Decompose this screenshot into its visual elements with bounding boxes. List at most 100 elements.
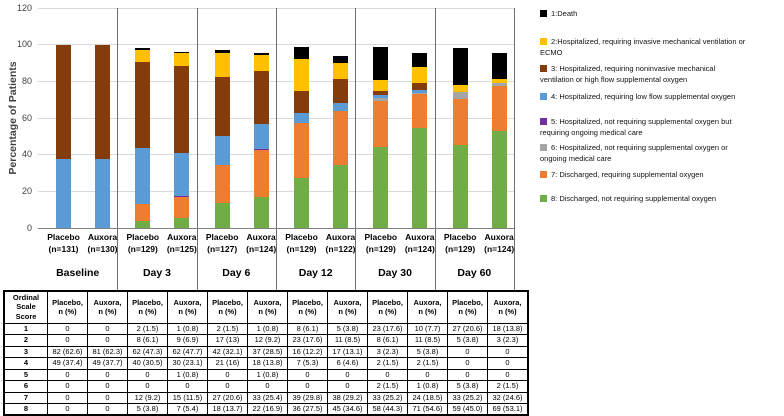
legend-swatch-score4 (540, 93, 547, 100)
segment-score1 (452, 47, 468, 86)
table-cell: 33 (25.4) (247, 391, 288, 404)
legend-item-score5: 5: Hospitalized, not requiring supplemen… (540, 117, 732, 137)
table-cell: 2 (1.5) (487, 380, 529, 393)
table-cell: 37 (28.5) (247, 345, 288, 358)
table-cell: 0 (247, 380, 288, 393)
legend-item-score8: 8: Discharged, not requiring supplementa… (540, 194, 784, 205)
segment-score3 (214, 76, 230, 136)
group-separator (276, 8, 277, 290)
table-cell: 27 (20.6) (207, 391, 248, 404)
table-cell: 3 (2.3) (367, 345, 408, 358)
legend-swatch-score7 (540, 171, 547, 178)
table-cell: 27 (20.6) (447, 322, 488, 335)
table-cell: 3 (2.3) (487, 334, 529, 347)
table-cell: 7 (5.3) (287, 357, 328, 370)
legend-item-score7: 7: Discharged, requiring supplemental ox… (540, 170, 784, 181)
segment-score5 (174, 195, 190, 198)
day-label-day6: Day 6 (222, 267, 251, 279)
table-cell: 0 (407, 368, 448, 381)
table-cell: 15 (11.5) (167, 391, 208, 404)
table-cell: 0 (47, 403, 88, 416)
day-label-day3: Day 3 (142, 267, 171, 279)
x-axis-line (38, 227, 514, 229)
y-tick-label: 60 (21, 112, 32, 123)
table-cell: 0 (87, 322, 128, 335)
segment-score8 (412, 127, 428, 228)
bar-day30-auxora (412, 53, 428, 228)
segment-score1 (253, 53, 269, 55)
group-separator (514, 8, 515, 290)
segment-score7 (214, 165, 230, 203)
bar-day12-placebo (294, 47, 309, 228)
legend-swatch-score1 (540, 10, 547, 17)
table-cell: 0 (447, 357, 488, 370)
bar-label: Auxora (n=130) (87, 232, 118, 255)
segment-score6 (452, 92, 468, 100)
bar-baseline-auxora (95, 44, 110, 228)
table-cell: 0 (487, 357, 529, 370)
table-cell: 22 (16.9) (247, 403, 288, 416)
table-cell: 0 (87, 391, 128, 404)
table-cell: 1 (0.8) (247, 322, 288, 335)
bar-label: Placebo (n=127) (205, 232, 239, 255)
legend-swatch-score8 (540, 195, 547, 202)
ordinal-scale-table: Ordinal Scale Score Placebo, n (%) Auxora, n (… (3, 290, 529, 416)
legend-swatch-score2 (540, 38, 547, 45)
table-cell: 0 (127, 368, 168, 381)
table-cell: 40 (30.5) (127, 357, 168, 370)
table-cell: 0 (207, 380, 248, 393)
table-row-score4: 4 49 (37.4) 49 (37.7) 40 (30.5) 30 (23.1) 21 … (3, 357, 529, 370)
table-cell: 0 (87, 334, 128, 347)
row-score-label: 6 (3, 380, 48, 393)
segment-score8 (294, 177, 309, 228)
segment-score6 (373, 97, 389, 101)
row-score-label: 4 (3, 357, 48, 370)
bar-day60-placebo (452, 47, 468, 228)
row-score-label: 7 (3, 391, 48, 404)
segment-score4 (412, 89, 428, 93)
table-cell: 0 (47, 334, 88, 347)
table-cell: 23 (17.6) (367, 322, 408, 335)
table-cell: 5 (3.8) (447, 380, 488, 393)
bar-label: Placebo (n=129) (126, 232, 160, 255)
table-col-header: Auxora, n (%) (407, 290, 448, 324)
table-cell: 0 (367, 368, 408, 381)
segment-score2 (174, 53, 190, 66)
table-cell: 32 (24.6) (487, 391, 529, 404)
table-cell: 0 (487, 345, 529, 358)
bar-day3-placebo (135, 47, 151, 228)
segment-score7 (174, 197, 190, 219)
table-col-header: Auxora, n (%) (167, 290, 208, 324)
segment-score7 (294, 122, 309, 178)
table-cell: 0 (487, 368, 529, 381)
table-cell: 2 (1.5) (367, 357, 408, 370)
segment-score8 (491, 130, 507, 228)
segment-score2 (214, 53, 230, 77)
segment-score1 (135, 47, 151, 51)
segment-score2 (294, 58, 309, 91)
segment-score3 (253, 71, 269, 124)
table-cell: 18 (13.7) (207, 403, 248, 416)
segment-score7 (373, 100, 389, 147)
segment-score8 (253, 197, 269, 228)
segment-score4 (95, 158, 110, 228)
table-cell: 30 (23.1) (167, 357, 208, 370)
row-score-label: 8 (3, 403, 48, 416)
segment-score6 (412, 92, 428, 94)
table-cell: 0 (87, 403, 128, 416)
segment-score1 (412, 53, 428, 68)
legend-swatch-score6 (540, 144, 547, 151)
table-cell: 23 (17.6) (287, 334, 328, 347)
bar-label: Placebo (n=129) (285, 232, 318, 255)
bar-label: Auxora (n=124) (246, 232, 277, 255)
table-cell: 1 (0.8) (247, 368, 288, 381)
table-cell: 8 (6.1) (287, 322, 328, 335)
table-cell: 0 (327, 380, 368, 393)
segment-score1 (333, 56, 348, 64)
table-cell: 62 (47.7) (167, 345, 208, 358)
table-col-header: Placebo, n (%) (367, 290, 408, 324)
bar-label: Placebo (n=129) (443, 232, 477, 255)
bar-day6-placebo (214, 50, 230, 228)
